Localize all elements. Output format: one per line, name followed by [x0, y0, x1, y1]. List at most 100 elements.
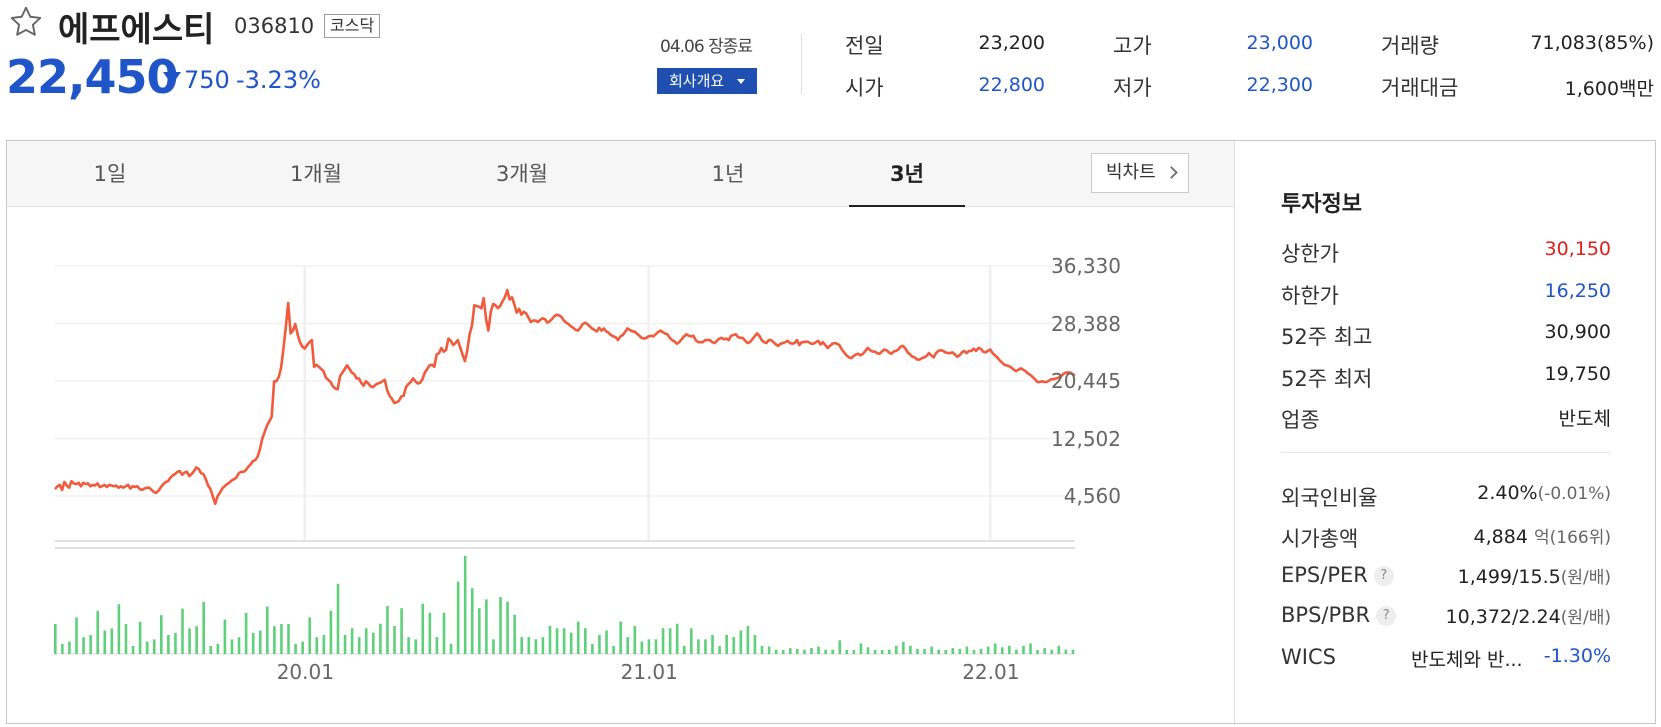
volume-bar [697, 639, 700, 654]
volume-bar [506, 601, 509, 654]
volume-bar [831, 649, 834, 654]
volume-bar [979, 648, 983, 654]
y-axis-label: 36,330 [1051, 254, 1121, 278]
help-icon[interactable]: ? [1376, 606, 1397, 626]
tab-period[interactable]: 1일 [93, 162, 127, 186]
stat-value: 1,600백만 [1564, 78, 1654, 100]
volume-bar [1029, 643, 1032, 654]
favorite-star-icon[interactable] [8, 4, 44, 40]
eps-per-label-row: EPS/PER? [1281, 563, 1394, 587]
stat-value: 22,800 [978, 74, 1045, 96]
volume-bar [492, 639, 495, 654]
volume-bar [647, 639, 651, 654]
volume-bar [555, 628, 559, 654]
volume-bar [96, 610, 100, 654]
volume-bar [548, 626, 552, 654]
volume-bar [817, 646, 820, 654]
volume-bar [68, 641, 71, 654]
volume-bar [584, 628, 587, 654]
volume-bar [145, 641, 149, 654]
volume-bar [739, 630, 743, 654]
volume-bar [1000, 647, 1004, 654]
stat-label: 전일 [845, 34, 884, 58]
volume-bar [280, 624, 283, 654]
market-cap-unit: 억 [1534, 528, 1550, 548]
market-badge: 코스닥 [324, 14, 381, 38]
volume-bar [167, 635, 170, 654]
market-cap-rank: (166위) [1549, 528, 1611, 548]
current-price: 22,450 [6, 50, 179, 104]
volume-bar [605, 630, 608, 654]
volume-bar [887, 649, 891, 654]
help-icon[interactable]: ? [1373, 566, 1394, 586]
bps-pbr-unit: (원/배) [1560, 608, 1611, 628]
volume-bar [1071, 649, 1075, 654]
price-line [53, 288, 1076, 505]
volume-bar [902, 641, 905, 654]
volume-bar [117, 604, 121, 654]
foreign-ratio-change: (-0.01%) [1537, 484, 1611, 504]
company-overview-button[interactable]: 회사개요 [657, 68, 757, 94]
price-chart[interactable] [0, 0, 1234, 727]
price-change-pct: -3.23% [236, 66, 321, 94]
stat-value: 23,000 [1246, 32, 1313, 54]
foreign-ratio-value: 2.40% [1477, 482, 1538, 504]
wics-change: -1.30% [1543, 645, 1611, 667]
volume-bar [810, 648, 813, 654]
volume-bar [386, 606, 389, 654]
volume-bar [873, 650, 877, 654]
big-chart-button[interactable]: 빅차트 [1091, 153, 1189, 193]
volume-bar [442, 612, 446, 654]
volume-bar [294, 643, 297, 654]
volume-bar [174, 632, 177, 654]
volume-bar [520, 637, 524, 654]
volume-bar [1043, 648, 1046, 654]
volume-bar [54, 624, 57, 654]
volume-bar [682, 646, 686, 654]
volume-bar [591, 643, 594, 654]
volume-bar [725, 634, 728, 654]
wics-value[interactable]: 반도체와 반... [1411, 649, 1523, 671]
volume-bar [668, 628, 672, 654]
volume-bar [880, 650, 884, 654]
volume-bar [1008, 645, 1011, 654]
market-cap-label: 시가총액 [1281, 527, 1359, 551]
volume-bar [343, 634, 347, 654]
bps-pbr-label: BPS/PBR [1281, 603, 1371, 627]
volume-bar [124, 624, 128, 654]
tab-period[interactable]: 1개월 [289, 162, 342, 186]
volume-bar [152, 639, 156, 654]
tab-period[interactable]: 3년 [849, 141, 965, 207]
volume-bar [781, 650, 785, 654]
stat-label: 거래량 [1381, 34, 1439, 58]
volume-bar [718, 646, 721, 654]
volume-bar [379, 623, 382, 654]
tab-period[interactable]: 3개월 [495, 162, 548, 186]
volume-bar [329, 610, 333, 654]
stock-name: 에프에스티 [58, 10, 215, 50]
volume-bar [626, 637, 630, 654]
wics-label: WICS [1281, 645, 1336, 669]
stat-label: 고가 [1113, 34, 1152, 58]
volume-bar [1015, 649, 1018, 654]
volume-bar [131, 646, 135, 654]
volume-bar [958, 648, 962, 654]
volume-bar [944, 650, 948, 654]
eps-per-label: EPS/PER [1281, 563, 1368, 587]
x-axis-label: 21.01 [620, 660, 678, 684]
volume-bar [315, 637, 319, 654]
chart-panel [6, 140, 1656, 724]
volume-bar [428, 612, 432, 654]
volume-bar [654, 639, 658, 654]
volume-bar [534, 639, 538, 654]
volume-bar [612, 646, 615, 654]
down-arrow-icon [163, 72, 181, 85]
tab-period[interactable]: 1년 [711, 162, 745, 186]
info-value: 19,750 [1544, 362, 1611, 385]
volume-bar [266, 606, 269, 654]
volume-bar [350, 628, 354, 654]
info-divider [1281, 452, 1611, 453]
volume-bar [576, 621, 580, 654]
volume-bar [852, 650, 856, 654]
volume-bar [216, 643, 220, 654]
